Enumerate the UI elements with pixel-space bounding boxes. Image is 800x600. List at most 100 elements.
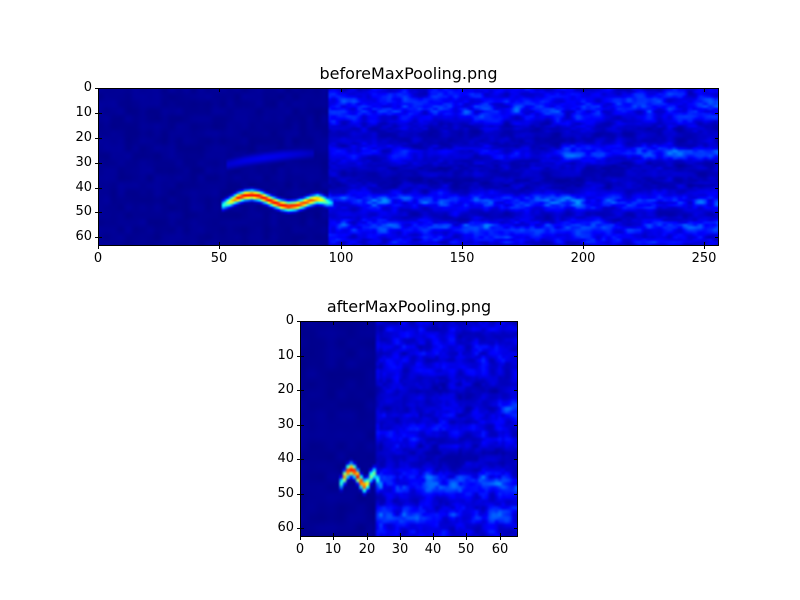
y-tick-label: 30	[277, 417, 294, 432]
y-tick-mark	[297, 424, 300, 426]
y-tick-mark	[95, 236, 98, 238]
x-tick-mark	[465, 533, 467, 537]
y-tick-mark	[297, 458, 300, 460]
y-tick-mark	[297, 389, 300, 391]
x-tick-mark	[299, 321, 301, 325]
x-tick-label: 0	[295, 542, 305, 557]
x-tick-mark	[432, 321, 434, 325]
y-tick-mark	[95, 211, 98, 213]
y-tick-label: 20	[75, 130, 92, 145]
y-tick-mark	[715, 137, 719, 139]
x-tick-mark	[218, 246, 220, 249]
x-tick-mark	[399, 321, 401, 325]
y-tick-mark	[514, 493, 518, 495]
y-tick-mark	[95, 187, 98, 189]
x-tick-mark	[465, 321, 467, 325]
x-tick-label: 60	[491, 542, 509, 557]
y-tick-mark	[300, 493, 304, 495]
y-tick-label: 0	[83, 80, 92, 95]
x-tick-label: 40	[424, 542, 442, 557]
x-tick-mark	[499, 537, 501, 540]
y-tick-mark	[300, 527, 304, 529]
y-tick-label: 10	[277, 348, 294, 363]
x-tick-mark	[97, 246, 99, 249]
x-tick-mark	[432, 533, 434, 537]
x-tick-mark	[299, 533, 301, 537]
x-tick-label: 250	[691, 251, 717, 266]
x-tick-mark	[461, 88, 463, 92]
y-tick-label: 40	[277, 451, 294, 466]
y-tick-label: 10	[75, 105, 92, 120]
y-tick-mark	[300, 355, 304, 357]
y-tick-mark	[98, 137, 102, 139]
x-tick-mark	[461, 246, 463, 249]
x-tick-mark	[332, 321, 334, 325]
subplot-before-maxpooling: beforeMaxPooling.png 0 50 100 150 200 250 0 10 2…	[75, 64, 719, 266]
x-tick-mark	[366, 321, 368, 325]
x-tick-label: 100	[328, 251, 354, 266]
x-tick-label: 30	[391, 542, 409, 557]
x-tick-label: 150	[449, 251, 475, 266]
plot-title: beforeMaxPooling.png	[319, 64, 498, 83]
x-tick-mark	[340, 242, 342, 246]
x-tick-mark	[332, 533, 334, 537]
x-tick-mark	[299, 537, 301, 540]
y-tick-mark	[715, 112, 719, 114]
y-tick-mark	[98, 112, 102, 114]
heatmap-image	[98, 88, 719, 246]
y-tick-mark	[95, 87, 98, 89]
y-tick-mark	[715, 211, 719, 213]
x-tick-mark	[499, 321, 501, 325]
x-tick-label: 50	[210, 251, 228, 266]
y-tick-mark	[297, 355, 300, 357]
x-tick-mark	[97, 88, 99, 92]
x-tick-mark	[340, 246, 342, 249]
y-tick-mark	[98, 187, 102, 189]
y-tick-label: 50	[277, 486, 294, 501]
x-tick-label: 10	[324, 542, 342, 557]
y-tick-mark	[300, 424, 304, 426]
y-tick-mark	[300, 320, 304, 322]
y-tick-label: 50	[75, 204, 92, 219]
x-tick-mark	[366, 533, 368, 537]
y-tick-mark	[514, 458, 518, 460]
y-tick-label: 0	[285, 313, 294, 328]
x-tick-mark	[703, 246, 705, 249]
y-tick-mark	[514, 320, 518, 322]
y-tick-mark	[297, 527, 300, 529]
y-tick-mark	[300, 389, 304, 391]
x-tick-mark	[366, 537, 368, 540]
x-tick-mark	[399, 533, 401, 537]
y-tick-mark	[297, 320, 300, 322]
x-tick-mark	[582, 242, 584, 246]
x-tick-label: 20	[358, 542, 376, 557]
y-tick-mark	[98, 162, 102, 164]
x-tick-mark	[218, 88, 220, 92]
x-tick-mark	[218, 242, 220, 246]
y-tick-mark	[715, 87, 719, 89]
x-tick-mark	[703, 242, 705, 246]
y-tick-label: 60	[75, 229, 92, 244]
y-tick-mark	[514, 424, 518, 426]
x-tick-mark	[465, 537, 467, 540]
y-tick-mark	[95, 137, 98, 139]
subplot-after-maxpooling: afterMaxPooling.png 0 10 20 30 40 50 60 0 10 20 30…	[277, 297, 518, 557]
x-tick-mark	[340, 88, 342, 92]
y-tick-mark	[95, 112, 98, 114]
x-tick-mark	[461, 242, 463, 246]
y-tick-mark	[98, 211, 102, 213]
heatmap-image	[300, 321, 518, 537]
y-tick-mark	[95, 162, 98, 164]
y-tick-mark	[514, 527, 518, 529]
y-tick-mark	[514, 355, 518, 357]
x-tick-mark	[332, 537, 334, 540]
x-tick-mark	[432, 537, 434, 540]
y-tick-mark	[98, 236, 102, 238]
x-tick-mark	[703, 88, 705, 92]
plot-title: afterMaxPooling.png	[326, 297, 492, 316]
x-tick-mark	[582, 246, 584, 249]
x-tick-mark	[499, 533, 501, 537]
y-tick-mark	[715, 162, 719, 164]
x-tick-label: 200	[570, 251, 596, 266]
